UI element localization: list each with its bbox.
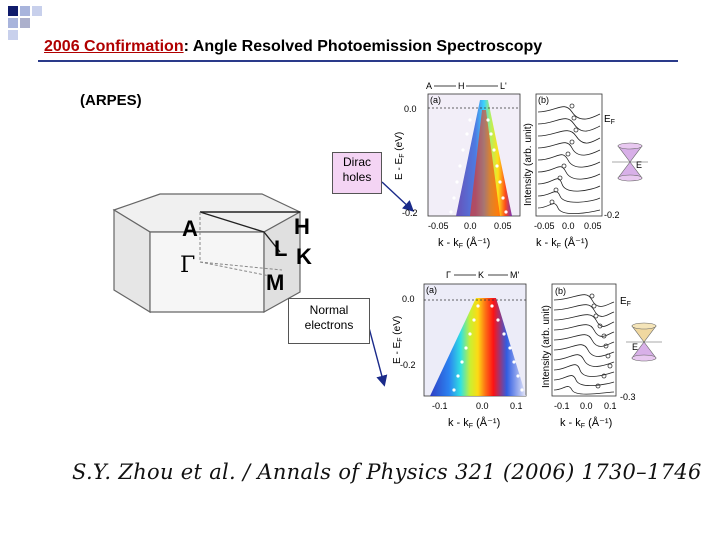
top-y-tick-0: 0.0 (404, 104, 417, 114)
title-underline (38, 60, 678, 62)
top-b-x-tick-1: 0.0 (562, 221, 575, 231)
bz-label-l: L (274, 236, 287, 261)
bottom-y-axis-label: E - EF (eV) (392, 316, 404, 364)
dirac-callout-line-2: holes (342, 170, 372, 184)
bz-label-h: H (294, 214, 310, 239)
top-y-tick-1: -0.2 (402, 208, 418, 218)
bottom-right-tick: -0.3 (620, 392, 636, 402)
dirac-callout-line-1: Dirac (342, 155, 371, 169)
bottom-dirac-cone-icon (626, 322, 662, 362)
top-dispersion-points (449, 118, 508, 214)
bottom-x-axis-label: k - kF (Å⁻¹) (448, 416, 500, 430)
arpes-top-panel: A H L' (a) 0.0 -0.2 E - EF (eV) -0.05 0.… (394, 81, 648, 250)
slide-title: 2006 Confirmation: Angle Resolved Photoe… (44, 38, 684, 56)
bz-right-face (263, 210, 301, 314)
top-edc-frame (535, 93, 603, 217)
bottom-ef-label: EF (620, 296, 631, 308)
bottom-x-tick-0: -0.1 (432, 401, 448, 411)
bottom-path-label-k: K (478, 270, 484, 280)
bottom-b-x-axis-label: k - kF (Å⁻¹) (560, 416, 612, 430)
title-rest: : Angle Resolved Photoemission Spectrosc… (183, 38, 543, 55)
bz-top-face (112, 193, 302, 233)
top-panel-b-label: (b) (538, 95, 549, 105)
dirac-arrow (381, 181, 415, 212)
bottom-dispersion-band (430, 298, 526, 396)
bottom-b-x-tick-0: -0.1 (554, 401, 570, 411)
top-right-tick: -0.2 (604, 210, 620, 220)
bottom-dispersion-points (452, 304, 524, 392)
bottom-path-label-gamma: Γ (446, 270, 451, 280)
bottom-intensity-label: Intensity (arb. unit) (541, 305, 552, 388)
top-path-label-a: A (426, 81, 432, 91)
normal-callout-line-1: Normal (309, 303, 349, 317)
top-ef-label: EF (604, 114, 615, 126)
top-cone-label: E (636, 160, 642, 170)
bz-label-m: M (266, 270, 284, 295)
bz-label-gamma: Γ (180, 253, 195, 278)
bz-label-k: K (296, 244, 312, 269)
bottom-y-tick-0: 0.0 (402, 294, 415, 304)
bottom-b-x-tick-2: 0.1 (604, 401, 617, 411)
top-y-axis-label: E - EF (eV) (394, 132, 406, 180)
normal-arrow (367, 323, 388, 387)
top-b-x-tick-2: 0.05 (584, 221, 602, 231)
normal-electrons-callout: Normal electrons (288, 298, 370, 344)
arpes-bottom-panel: Γ K M' (a) 0.0 -0.2 E - EF (eV) -0.1 0.0… (392, 270, 662, 430)
normal-callout-line-2: electrons (304, 318, 354, 332)
title-accent: 2006 Confirmation (44, 38, 184, 55)
top-x-axis-label: k - kF (Å⁻¹) (438, 236, 490, 250)
brillouin-zone-diagram: A H L K Γ M (112, 193, 312, 314)
bottom-panel-a-label: (a) (426, 285, 437, 295)
top-x-tick-0: -0.05 (428, 221, 449, 231)
top-intensity-label: Intensity (arb. unit) (523, 123, 534, 206)
top-path-label-h: H (458, 81, 465, 91)
bottom-x-tick-1: 0.0 (476, 401, 489, 411)
top-x-tick-2: 0.05 (494, 221, 512, 231)
arpes-label: (ARPES) (80, 92, 142, 109)
top-dirac-cone-icon (612, 142, 648, 182)
top-x-tick-1: 0.0 (464, 221, 477, 231)
top-edc-curves (537, 106, 601, 214)
top-panel-a-label: (a) (430, 95, 441, 105)
top-b-x-tick-0: -0.05 (534, 221, 555, 231)
top-path-label-l: L' (500, 81, 507, 91)
top-b-x-axis-label: k - kF (Å⁻¹) (536, 236, 588, 250)
bz-front-face (149, 231, 265, 313)
citation: S.Y. Zhou et al. / Annals of Physics 321… (72, 460, 702, 484)
bottom-y-tick-1: -0.2 (400, 360, 416, 370)
bz-label-a: A (182, 216, 198, 241)
bottom-edc-frame (551, 283, 617, 397)
bottom-panel-b-label: (b) (555, 286, 566, 296)
bottom-path-label-m: M' (510, 270, 519, 280)
bottom-x-tick-2: 0.1 (510, 401, 523, 411)
dirac-holes-callout: Dirac holes (332, 152, 382, 194)
bottom-b-x-tick-1: 0.0 (580, 401, 593, 411)
bottom-cone-label: E (632, 342, 638, 352)
